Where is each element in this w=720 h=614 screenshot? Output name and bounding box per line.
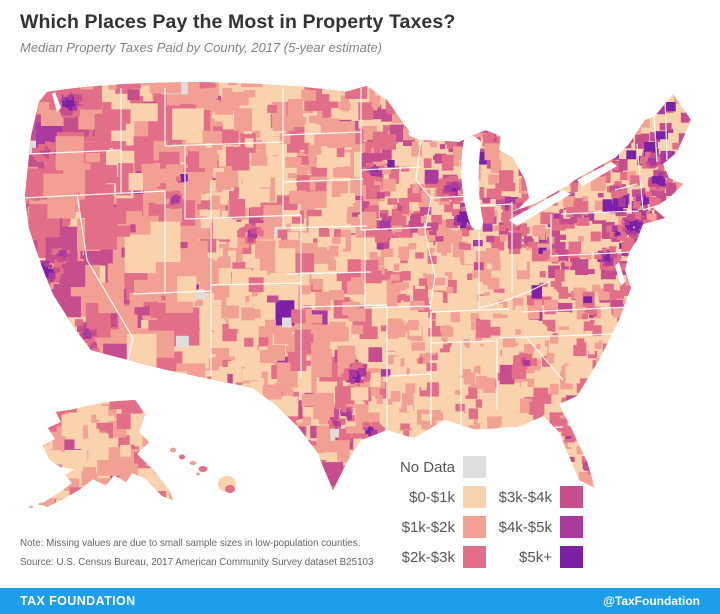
map-legend: No Data $0-$1k $3k-$4k $1k-$2k $4k-$5k $…	[393, 456, 583, 568]
lake-michigan	[461, 135, 484, 230]
lake-erie	[509, 190, 571, 226]
legend-label-2k-3k: $2k-$3k	[401, 548, 455, 566]
puget-sound	[52, 92, 61, 112]
legend-swatch-2k-3k	[463, 546, 486, 568]
hawaii-islands	[29, 447, 236, 508]
legend-label-4k-5k: $4k-$5k	[498, 518, 552, 536]
page-title: Which Places Pay the Most in Property Ta…	[20, 11, 456, 33]
brand-name: TAX FOUNDATION	[20, 594, 136, 608]
legend-swatch-5k-plus	[560, 546, 583, 568]
source-line: Source: U.S. Census Bureau, 2017 America…	[20, 557, 374, 568]
alaska-county-cells	[41, 400, 173, 507]
footnotes: Note: Missing values are due to small sa…	[20, 534, 373, 572]
legend-swatch-4k-5k	[560, 516, 583, 538]
lake-huron	[520, 135, 556, 186]
page-subtitle: Median Property Taxes Paid by County, 20…	[20, 40, 383, 55]
chesapeake-bay	[615, 262, 625, 286]
us-county-map-svg	[25, 82, 691, 508]
legend-swatch-0-1k	[463, 486, 486, 508]
legend-label-0-1k: $0-$1k	[409, 488, 455, 506]
footer-bar: TAX FOUNDATION @TaxFoundation	[0, 588, 720, 614]
legend-swatch-3k-4k	[560, 486, 583, 508]
lake-ontario	[577, 162, 617, 186]
twitter-handle: @TaxFoundation	[603, 594, 700, 608]
note-line: Note: Missing values are due to small sa…	[20, 538, 361, 549]
us-choropleth-map	[15, 80, 710, 510]
legend-swatch-no-data	[463, 456, 486, 478]
legend-label-3k-4k: $3k-$4k	[498, 488, 552, 506]
legend-label-no-data: No Data	[399, 458, 455, 476]
legend-label-1k-2k: $1k-$2k	[401, 518, 455, 536]
legend-label-5k-plus: $5k+	[519, 548, 552, 566]
legend-swatch-1k-2k	[463, 516, 486, 538]
